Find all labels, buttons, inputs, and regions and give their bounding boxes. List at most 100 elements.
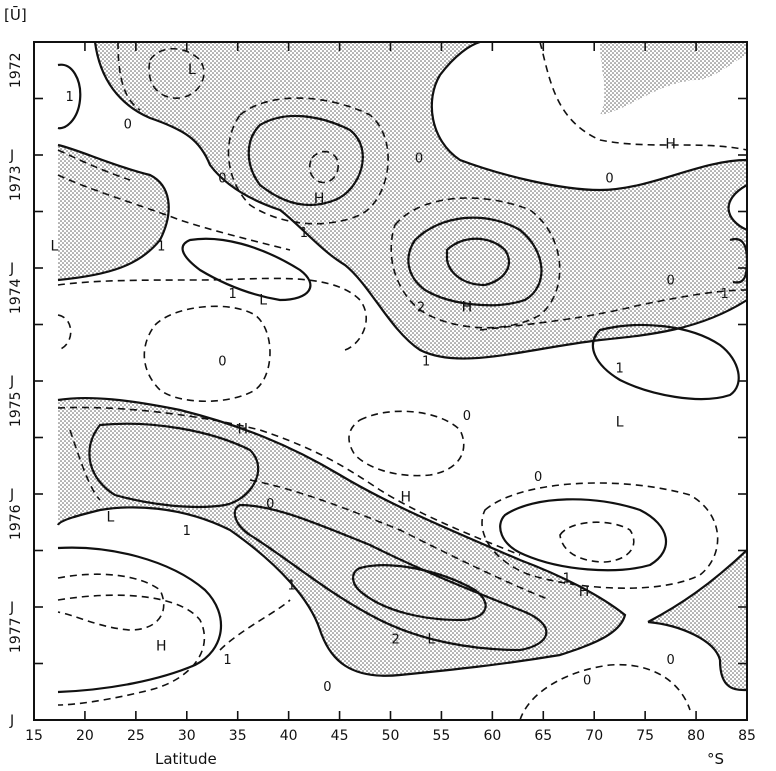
shaded-region-middle <box>58 398 625 676</box>
y-tick-label-year: 1977 <box>8 617 24 653</box>
contour-dashed <box>219 599 291 651</box>
contour-dashed <box>227 97 389 225</box>
contour-value-label: 0 <box>666 653 674 668</box>
contour-solid <box>233 503 548 652</box>
contour-dashed <box>57 573 165 631</box>
x-axis-unit: °S <box>707 750 724 768</box>
shaded-regions <box>58 42 747 690</box>
contour-dashed <box>539 42 747 151</box>
x-axis-label: Latitude <box>155 750 217 768</box>
contour-solid <box>56 396 627 677</box>
contour-dashed <box>69 429 101 501</box>
contour-solid <box>57 143 170 282</box>
contour-solid <box>407 216 543 307</box>
contour-dashed <box>249 479 551 601</box>
contour-solid <box>57 546 223 694</box>
contour-solid <box>727 184 747 232</box>
contour-dashed <box>57 149 131 181</box>
x-tick-label: 75 <box>636 728 654 744</box>
solid-contours <box>56 42 747 694</box>
high-label: H <box>462 299 473 315</box>
x-tick-label: 35 <box>229 728 247 744</box>
contour-solid <box>88 422 260 509</box>
contour-value-label: 0 <box>124 117 132 132</box>
x-tick-label: 50 <box>382 728 400 744</box>
high-label: H <box>665 137 676 153</box>
x-ticks <box>33 42 748 720</box>
contour-value-label: 0 <box>534 470 542 485</box>
x-tick-label: 30 <box>178 728 196 744</box>
contour-dashed <box>57 314 72 351</box>
contour-labels: 1 0 0 1 0 0 1 1 0 1 2 0 0 1 1 0 0 1 1 1 2 1 0 0 0 <box>66 90 729 695</box>
x-tick-label: 45 <box>331 728 349 744</box>
contour-dashed <box>57 277 367 351</box>
contour-dashed <box>148 48 205 99</box>
x-tick-label: 55 <box>433 728 451 744</box>
y-tick-label-month: J <box>9 713 14 729</box>
contour-solid <box>729 237 747 284</box>
y-tick-label-month: J <box>9 487 14 503</box>
contour-solid <box>647 549 747 623</box>
contour-value-label: 0 <box>218 355 226 370</box>
contour-value-label: 0 <box>266 497 274 512</box>
extrema-labels: L H H L L H H L H L H L H <box>50 62 675 654</box>
contour-solid <box>430 42 747 192</box>
y-ticks <box>34 97 747 721</box>
contour-solid <box>445 237 510 287</box>
contour-value-label: 1 <box>288 578 296 593</box>
contour-value-label: 1 <box>616 361 624 376</box>
high-label: H <box>156 638 167 654</box>
contour-solid <box>591 323 740 401</box>
y-tick-label-year: 1974 <box>8 278 24 314</box>
shaded-region-top <box>95 42 747 359</box>
contour-value-label: 2 <box>417 300 425 315</box>
contour-value-label: 0 <box>605 172 613 187</box>
shaded-region-left <box>58 145 169 280</box>
x-tick-label: 40 <box>280 728 298 744</box>
contour-value-label: 0 <box>463 409 471 424</box>
y-tick-label-month: J <box>9 261 14 277</box>
x-tick-label: 85 <box>738 728 756 744</box>
contour-solid <box>647 620 747 692</box>
contour-solid <box>181 237 312 302</box>
contour-value-label: 0 <box>583 673 591 688</box>
contour-value-label: 1 <box>228 287 236 302</box>
shaded-region-topright <box>600 42 747 115</box>
contour-dashed <box>57 406 521 556</box>
contour-solid <box>352 564 487 622</box>
corner-label: [Ū] <box>4 5 27 24</box>
x-tick-label: 65 <box>534 728 552 744</box>
y-tick-label-year: 1976 <box>8 504 24 540</box>
contour-value-label: 0 <box>218 172 226 187</box>
contour-value-label: 1 <box>183 524 191 539</box>
high-label: H <box>314 191 325 207</box>
dashed-contours <box>57 42 747 720</box>
contour-value-label: 1 <box>223 653 231 668</box>
high-label: H <box>238 421 249 437</box>
x-tick-label: 25 <box>127 728 145 744</box>
contour-value-label: 1 <box>720 287 728 302</box>
contour-solid <box>93 42 747 360</box>
contour-value-label: 2 <box>391 633 399 648</box>
y-tick-label-year: 1972 <box>8 52 24 88</box>
low-label: L <box>188 62 196 78</box>
y-tick-label-month: J <box>9 374 14 390</box>
contour-dashed <box>143 305 271 402</box>
x-tick-labels: 15 20 25 30 35 40 45 50 55 60 65 70 75 80 85 <box>25 728 756 744</box>
contour-dashed <box>479 289 747 331</box>
contour-dashed <box>348 410 465 477</box>
contour-value-label: 0 <box>323 680 331 695</box>
contour-dashed <box>390 197 561 329</box>
contour-value-label: 1 <box>563 572 571 587</box>
contour-value-label: 0 <box>666 273 674 288</box>
y-tick-label-year: 1973 <box>8 165 24 201</box>
x-tick-label: 20 <box>76 728 94 744</box>
y-tick-label-month: J <box>9 600 14 616</box>
y-tick-label-year: 1975 <box>8 391 24 427</box>
contour-dashed <box>559 521 635 563</box>
contour-solid <box>247 114 364 207</box>
contour-dashed <box>308 150 340 184</box>
low-label: L <box>259 293 267 309</box>
